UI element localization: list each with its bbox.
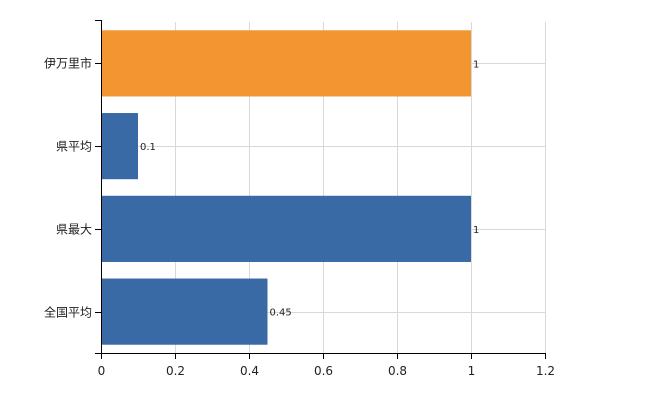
x-tick-label: 1	[468, 364, 476, 378]
bar	[101, 195, 471, 262]
data-label: 1	[473, 225, 479, 236]
y-tick-label: 県最大	[56, 223, 92, 237]
x-tick-label: 0.2	[166, 364, 185, 378]
bars	[101, 30, 471, 345]
x-tick-label: 0.4	[240, 364, 259, 378]
bar	[101, 113, 138, 180]
data-label: 1	[473, 59, 479, 70]
bar	[101, 278, 268, 345]
data-label: 0.45	[270, 308, 292, 319]
y-tick-label: 県平均	[56, 140, 92, 154]
bar	[101, 30, 471, 97]
axes	[95, 20, 546, 359]
x-tick-label: 1.2	[536, 364, 555, 378]
y-tick-label: 伊万里市	[44, 56, 92, 71]
x-tick-label: 0.6	[314, 364, 333, 378]
x-tick-label: 0	[98, 364, 106, 378]
data-label: 0.1	[140, 142, 156, 153]
x-tick-label: 0.8	[388, 364, 407, 378]
y-tick-label: 全国平均	[44, 305, 92, 320]
